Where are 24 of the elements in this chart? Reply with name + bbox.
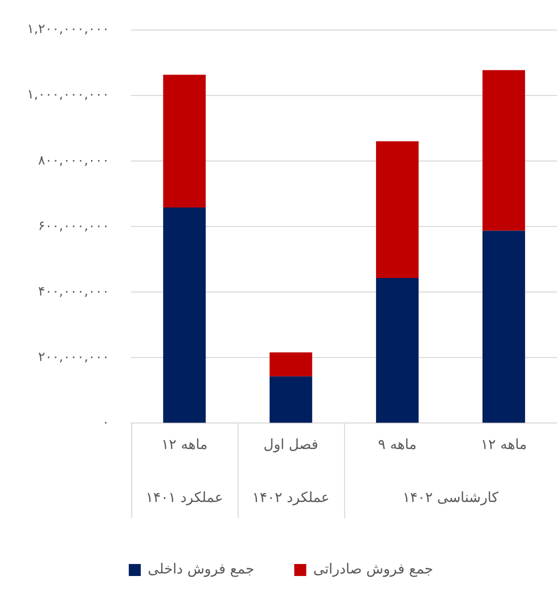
bar (376, 141, 419, 278)
bar (163, 207, 206, 423)
bar (482, 70, 526, 231)
y-tick-label: ۲۰۰,۰۰۰,۰۰۰ (38, 350, 110, 366)
text: عملکرد ۱۴۰۱ (146, 490, 224, 506)
y-tick-label: ۶۰۰,۰۰۰,۰۰۰ (38, 218, 110, 234)
y-tick-label: ۴۰۰,۰۰۰,۰۰۰ (38, 284, 110, 300)
text: کارشناسی ۱۴۰۲ (402, 490, 499, 506)
bar (376, 278, 419, 423)
y-tick-label: ۸۰۰,۰۰۰,۰۰۰ (38, 153, 110, 168)
y-tick-label: ۱,۰۰۰,۰۰۰,۰۰۰ (26, 88, 110, 103)
bar (270, 376, 312, 423)
x-tick-label: ۹ ماهه (378, 437, 417, 454)
y-tick-label: ۰ (102, 416, 110, 431)
bar (482, 230, 526, 423)
legend-label: جمع فروش صادراتی (313, 562, 434, 578)
bar (163, 74, 206, 208)
text: عملکرد ۱۴۰۲ (252, 490, 330, 506)
x-tick-label: ۱۲ ماهه (480, 437, 527, 454)
x-tick-label: ۱۲ ماهه (161, 437, 208, 454)
y-tick-label: ۱,۲۰۰,۰۰۰,۰۰۰ (26, 22, 110, 38)
legend-label: جمع فروش داخلی (148, 562, 254, 578)
bar (270, 352, 312, 376)
x-tick-label: فصل اول (264, 437, 318, 454)
